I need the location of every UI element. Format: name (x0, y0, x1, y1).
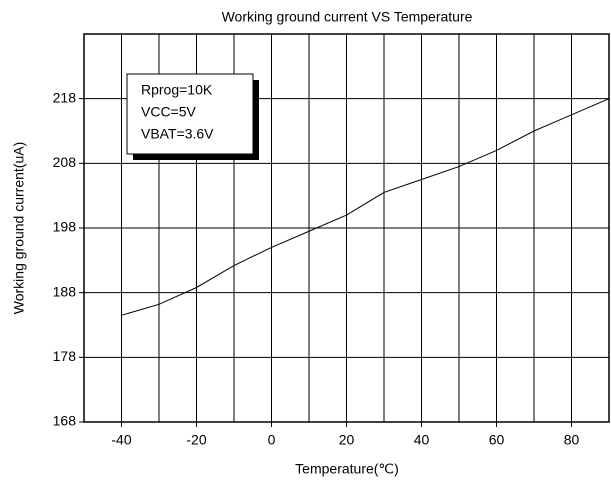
y-tick-label: 178 (53, 348, 77, 364)
y-tick-label: 168 (53, 413, 77, 429)
y-tick-label: 188 (53, 283, 77, 299)
chart-title: Working ground current VS Temperature (222, 9, 473, 25)
y-tick-label: 208 (53, 154, 77, 170)
data-line (121, 98, 610, 316)
x-tick-label: 60 (489, 432, 505, 448)
annotation-text: VCC=5V (141, 104, 197, 120)
x-tick-label: 0 (268, 432, 276, 448)
y-axis-label: Working ground current(uA) (11, 142, 27, 314)
x-tick-label: 40 (414, 432, 430, 448)
annotation-text: Rprog=10K (141, 82, 213, 98)
x-axis-label: Temperature(℃) (295, 461, 399, 477)
annotation-box (126, 73, 254, 155)
x-tick-label: 80 (564, 432, 580, 448)
x-tick-label: 20 (339, 432, 355, 448)
x-tick-label: -20 (186, 432, 206, 448)
annotation-text: VBAT=3.6V (141, 126, 214, 142)
y-tick-label: 218 (53, 89, 77, 105)
y-tick-label: 198 (53, 219, 77, 235)
x-tick-label: -40 (111, 432, 131, 448)
